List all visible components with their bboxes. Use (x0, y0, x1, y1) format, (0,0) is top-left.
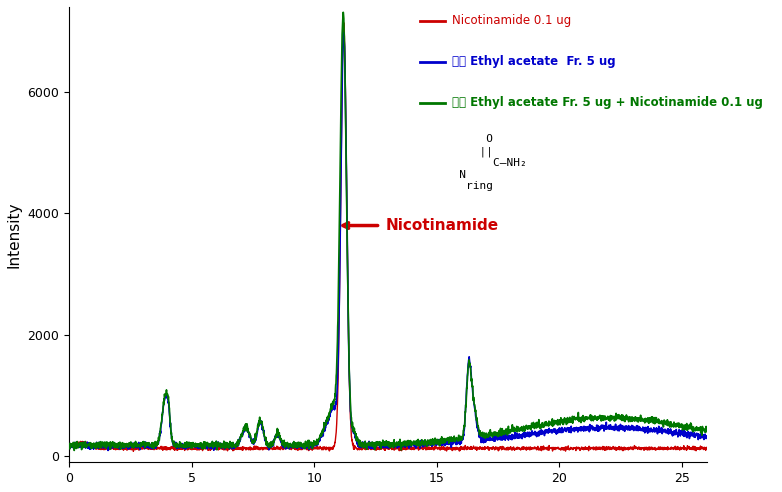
Text: 기장 Ethyl acetate  Fr. 5 ug: 기장 Ethyl acetate Fr. 5 ug (451, 55, 615, 68)
Text: 기장 Ethyl acetate Fr. 5 ug + Nicotinamide 0.1 ug: 기장 Ethyl acetate Fr. 5 ug + Nicotinamide… (451, 96, 762, 109)
Y-axis label: Intensity: Intensity (7, 201, 22, 268)
Text: O
      ||
        C—NH₂
   N
    ring: O || C—NH₂ N ring (439, 134, 526, 191)
Text: Nicotinamide: Nicotinamide (386, 218, 498, 233)
Text: Nicotinamide 0.1 ug: Nicotinamide 0.1 ug (451, 14, 571, 27)
